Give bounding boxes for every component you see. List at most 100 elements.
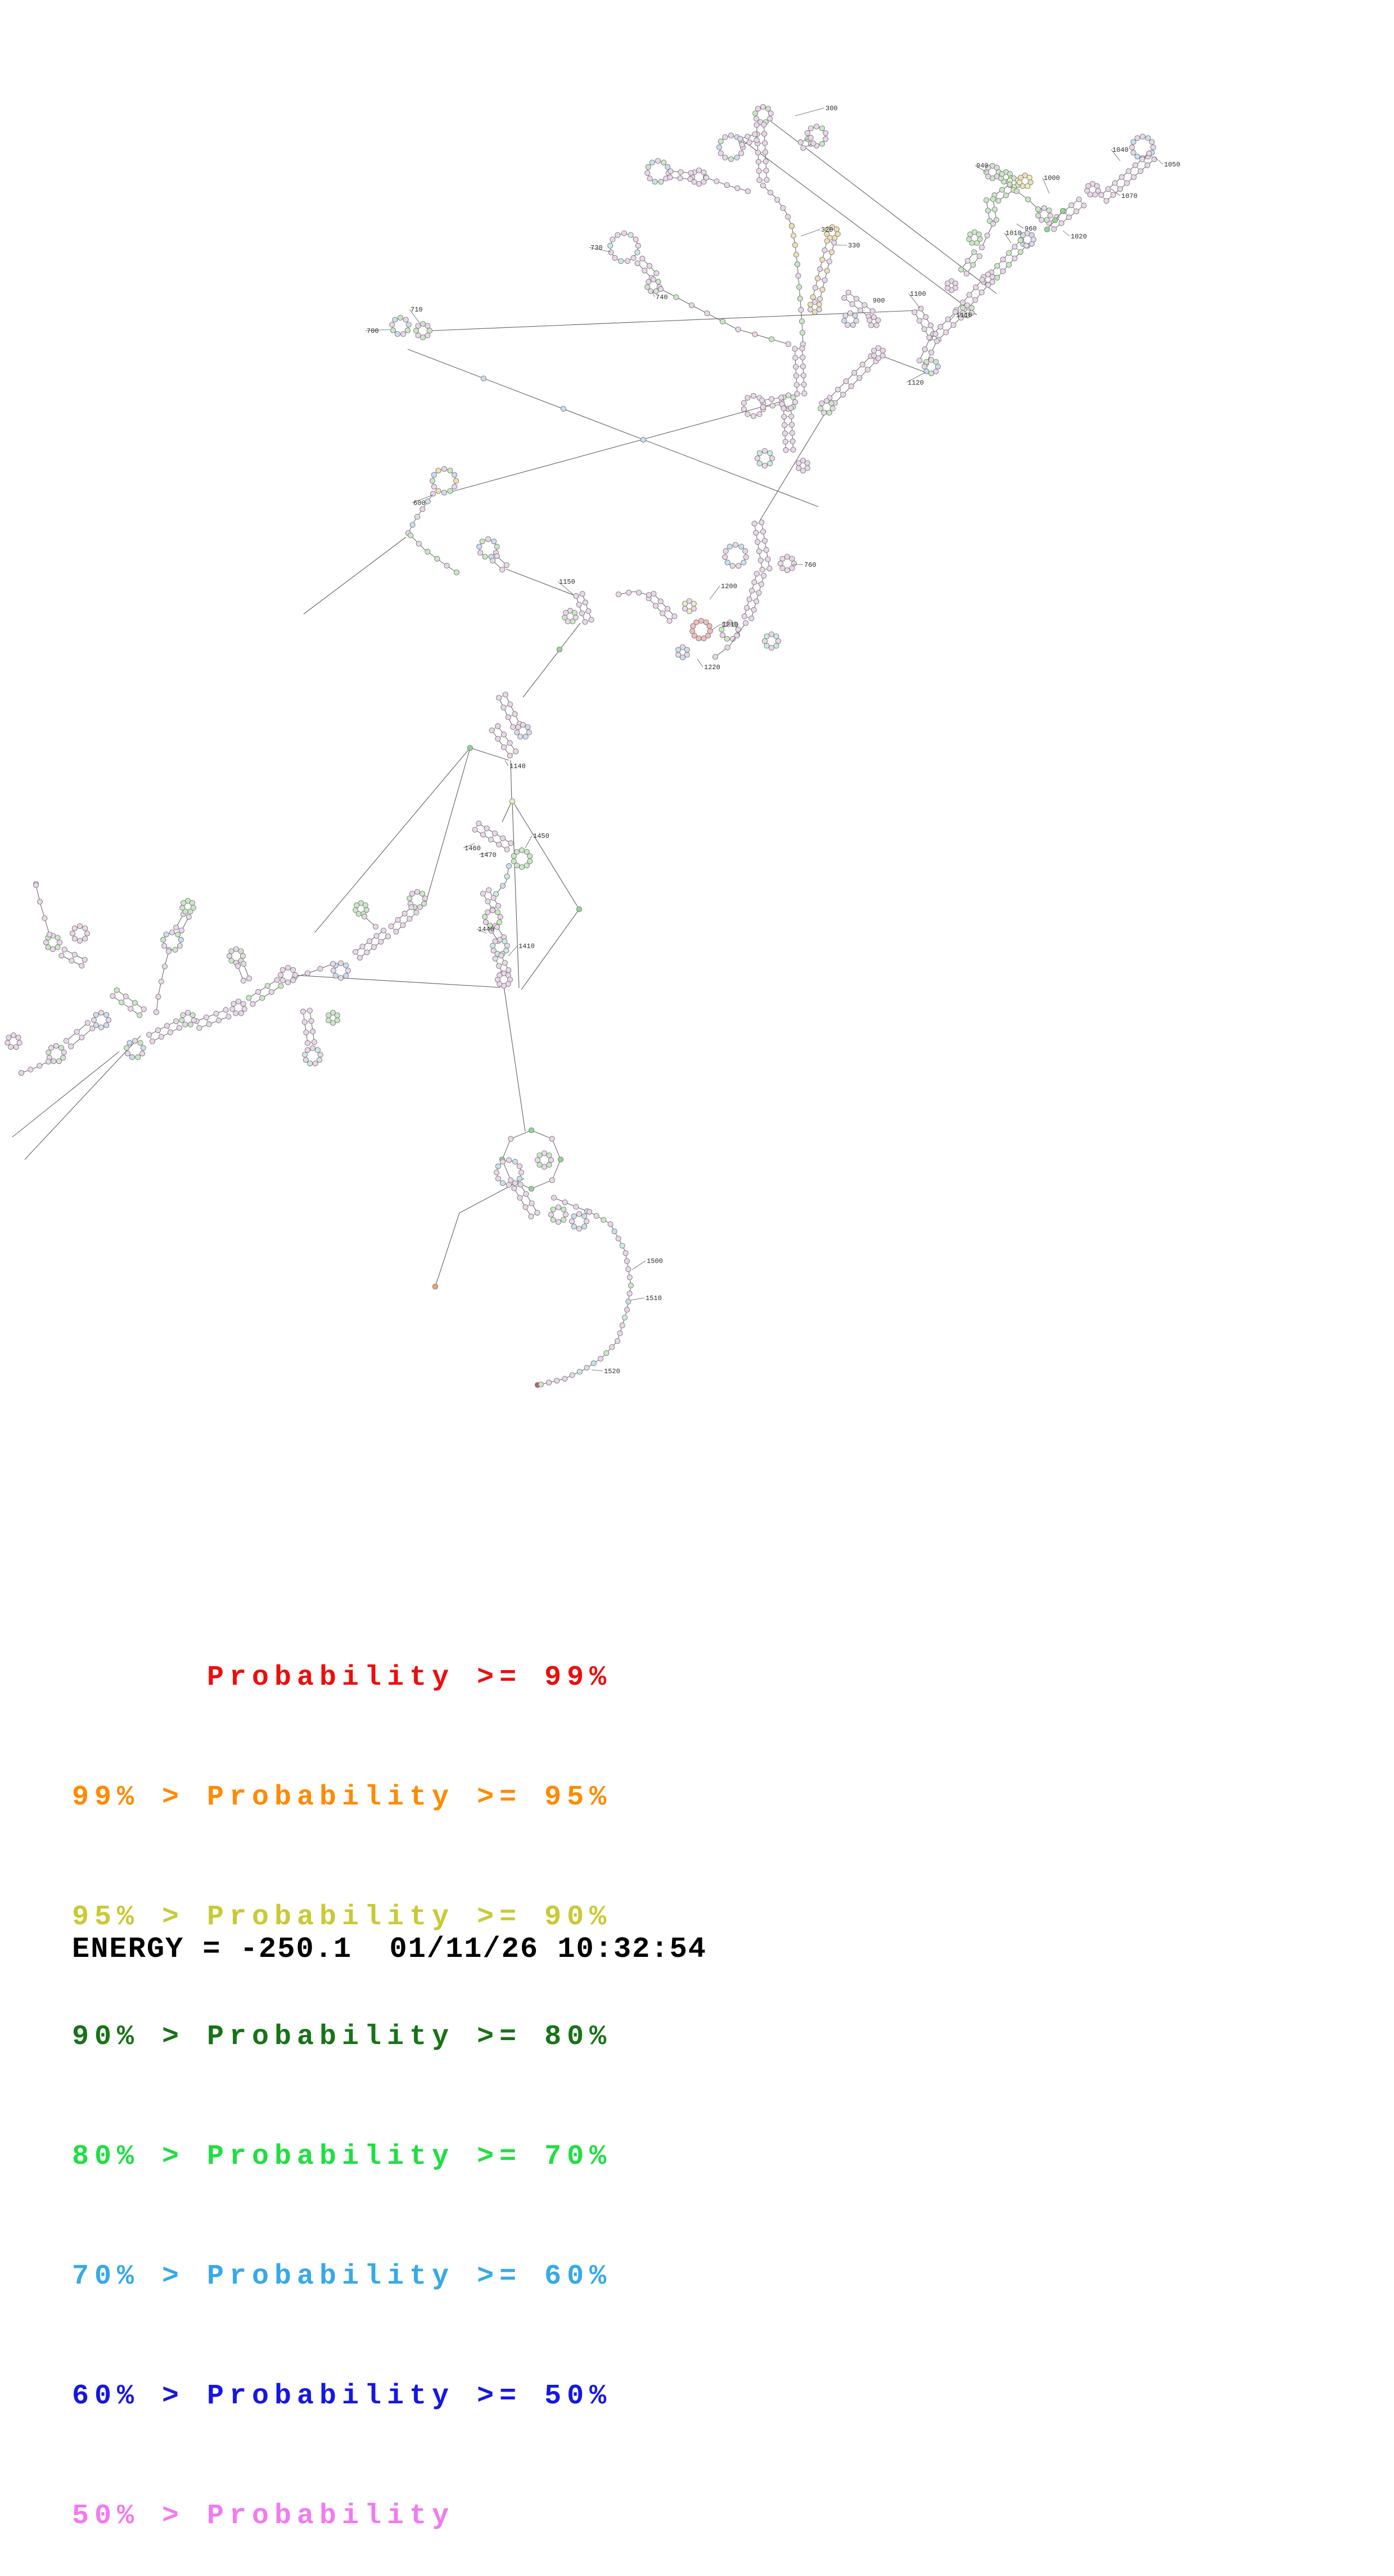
base-bead: [56, 939, 63, 946]
base-bead: [610, 236, 616, 242]
strand-chain: [407, 532, 460, 576]
position-label-text: 700: [367, 327, 379, 335]
base-bead: [191, 1017, 197, 1023]
base-bead: [525, 724, 531, 730]
base-bead: [583, 1218, 590, 1225]
base-bead: [615, 1235, 621, 1242]
base-bead: [511, 1185, 517, 1192]
backbone-line: [759, 410, 827, 522]
legend-entry: 50% > Probability: [72, 2500, 455, 2532]
base-bead: [756, 411, 763, 417]
backbone-line: [506, 569, 580, 598]
base-bead: [639, 255, 646, 261]
label-leader-line: [1062, 230, 1070, 237]
base-bead: [760, 404, 766, 410]
backbone-line: [582, 593, 592, 620]
base-bead: [172, 946, 178, 953]
base-bead: [472, 827, 478, 833]
helix: [741, 571, 767, 621]
base-bead: [419, 891, 426, 897]
base-bead: [609, 1344, 615, 1350]
base-bead: [792, 242, 798, 248]
base-bead: [856, 375, 863, 381]
base-bead: [736, 563, 742, 569]
loop: [752, 103, 774, 125]
base-bead: [727, 543, 733, 550]
base-bead: [511, 853, 517, 859]
base-bead: [503, 948, 509, 954]
helix: [300, 1008, 317, 1046]
base-bead: [312, 1061, 318, 1067]
backbone-line: [513, 802, 580, 990]
base-bead: [53, 1043, 60, 1049]
label-leader-line: [525, 835, 533, 849]
base-bead: [228, 948, 234, 954]
base-bead: [1005, 261, 1012, 268]
base-bead: [724, 644, 730, 651]
position-label-text: 1140: [509, 763, 526, 770]
base-bead: [926, 335, 932, 341]
base-bead: [301, 1019, 308, 1025]
base-bead: [741, 613, 747, 620]
backbone-line: [495, 865, 509, 895]
loop: [871, 345, 886, 362]
backbone-line: [522, 622, 581, 698]
base-bead: [701, 179, 707, 185]
base-bead: [570, 618, 576, 625]
base-bead: [18, 1070, 25, 1076]
base-bead: [69, 930, 76, 937]
base-bead: [178, 937, 184, 943]
base-bead: [279, 977, 286, 984]
base-bead: [61, 946, 67, 953]
backbone-line: [148, 1021, 177, 1035]
base-bead: [764, 643, 770, 649]
loop: [675, 644, 690, 661]
backbone-line: [737, 136, 977, 315]
base-bead: [419, 321, 426, 327]
label-leader-line: [631, 1260, 646, 1270]
base-bead: [522, 733, 529, 739]
base-bead: [755, 539, 761, 545]
base-bead: [657, 598, 664, 604]
base-bead: [206, 1021, 212, 1027]
base-bead: [500, 732, 507, 738]
base-bead: [490, 557, 496, 564]
base-bead: [169, 929, 175, 936]
base-bead: [684, 647, 690, 653]
base-bead: [765, 556, 771, 562]
base-bead: [507, 752, 513, 759]
base-bead: [1017, 179, 1023, 186]
base-bead: [812, 285, 818, 291]
base-bead: [760, 182, 766, 189]
base-bead: [518, 847, 525, 854]
base-bead: [782, 430, 788, 436]
base-bead: [761, 130, 768, 137]
base-bead: [1017, 249, 1023, 255]
base-bead: [754, 571, 760, 577]
base-bead: [958, 267, 964, 273]
base-bead: [55, 944, 61, 950]
label-leader-line: [1111, 188, 1121, 196]
rna-probability-plot-page: { "legend": { "entries": [ {"text": " Pr…: [4, 103, 1180, 2532]
loop: [682, 598, 697, 615]
helix: [489, 723, 519, 759]
base-bead: [259, 995, 265, 1001]
base-bead: [161, 942, 168, 949]
backbone-line: [497, 725, 516, 752]
label-leader-line: [908, 293, 921, 309]
base-bead: [829, 405, 836, 412]
label-leader-line: [589, 247, 611, 252]
loop: [499, 1127, 564, 1192]
base-bead: [588, 616, 594, 623]
base-bead: [976, 253, 982, 259]
base-bead: [746, 596, 752, 602]
base-bead: [714, 178, 720, 184]
base-bead: [124, 1050, 131, 1057]
base-bead: [395, 917, 401, 923]
base-bead: [1084, 188, 1090, 194]
base-bead: [304, 970, 311, 976]
base-bead: [793, 251, 800, 258]
base-bead: [978, 289, 985, 296]
base-bead: [696, 181, 702, 187]
base-bead: [969, 240, 975, 246]
